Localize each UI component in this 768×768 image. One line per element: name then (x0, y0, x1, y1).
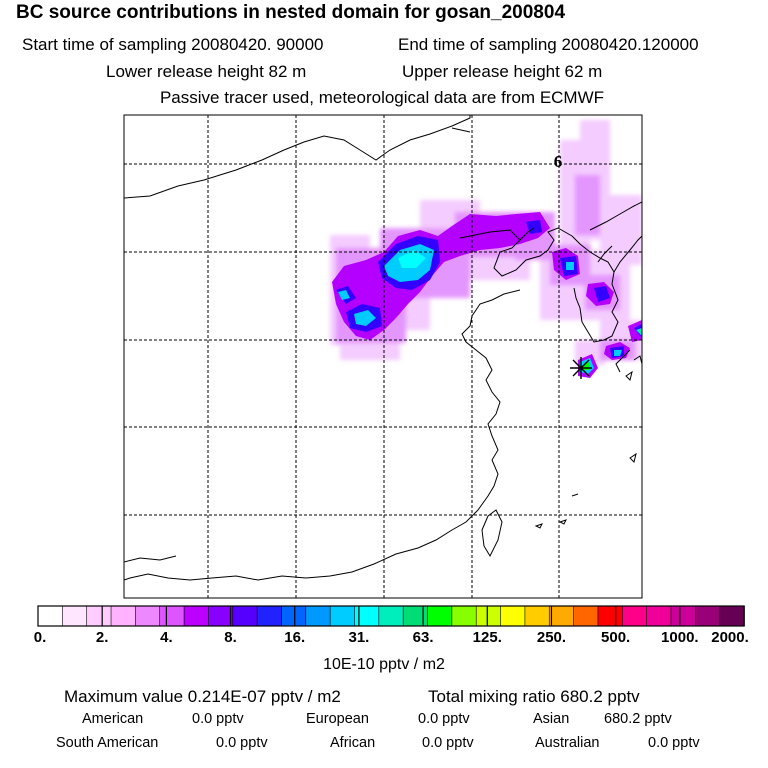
colorbar-swatch (695, 605, 721, 627)
lat-lon-grid (124, 115, 642, 598)
maximum-value-label: Maximum value 0.214E-07 pptv / m2 (64, 687, 341, 706)
colorbar-swatch (354, 605, 380, 627)
south-american-value: 0.0 pptv (216, 735, 268, 751)
colorbar-tick-label: 16. (284, 629, 306, 646)
colorbar-swatch (62, 605, 88, 627)
colorbar-swatch (719, 605, 745, 627)
upper-release-label: Upper release height 62 m (402, 62, 603, 81)
south-american-label: South American (56, 735, 159, 751)
colorbar-tick-label: 500. (601, 629, 631, 646)
american-label: American (82, 711, 144, 727)
colorbar-units: 10E-10 pptv / m2 (323, 656, 445, 673)
start-time-label: Start time of sampling 20080420. 90000 (22, 35, 324, 54)
african-value: 0.0 pptv (422, 735, 474, 751)
colorbar-swatch (573, 605, 599, 627)
lower-release-label: Lower release height 82 m (106, 62, 307, 81)
colorbar-swatch (524, 605, 551, 627)
colorbar-swatch (110, 605, 137, 627)
asian-value: 680.2 pptv (604, 711, 672, 727)
coastlines (124, 115, 642, 581)
colorbar-swatch (548, 605, 575, 627)
colorbar-swatch (183, 605, 210, 627)
map-title: BC source contributions in nested domain… (16, 2, 566, 23)
colorbar-swatch (646, 605, 672, 627)
colorbar-swatch (232, 605, 258, 627)
australian-label: Australian (535, 735, 600, 751)
european-value: 0.0 pptv (418, 711, 470, 727)
grid-label: 6 (554, 152, 563, 171)
colorbar-swatch (208, 605, 234, 627)
colorbar-swatch (37, 605, 64, 627)
plume-core-bright (338, 244, 642, 374)
colorbar-swatch (475, 605, 502, 627)
colorbar-swatch (427, 605, 453, 627)
colorbar-swatch (329, 605, 356, 627)
colorbar-swatch (597, 605, 624, 627)
receptor-star-icon (570, 357, 592, 379)
colorbar-tick-label: 4. (160, 629, 173, 646)
colorbar-swatch (281, 605, 307, 627)
european-label: European (306, 711, 369, 727)
colorbar-tick-label: 2. (95, 629, 109, 646)
end-time-label: End time of sampling 20080420.120000 (398, 35, 699, 54)
colorbar-tick-label: 125. (472, 629, 502, 646)
colorbar-swatch (256, 605, 283, 627)
asian-label: Asian (533, 711, 570, 727)
american-value: 0.0 pptv (192, 711, 244, 727)
colorbar-swatch (159, 605, 185, 627)
colorbar-swatch (305, 605, 331, 627)
tracer-note: Passive tracer used, meteorological data… (159, 88, 605, 107)
colorbar-swatch (500, 605, 526, 627)
african-label: African (330, 735, 376, 751)
colorbar-swatch (86, 605, 112, 627)
total-mixing-ratio-label: Total mixing ratio 680.2 pptv (428, 687, 640, 706)
colorbar-swatch (378, 605, 404, 627)
map-frame (123, 114, 643, 599)
colorbar-swatch (621, 605, 648, 627)
colorbar-tick-label: 2000. (711, 629, 749, 646)
colorbar-frame (37, 605, 745, 627)
colorbar-tick-label: 0. (33, 629, 47, 646)
colorbar-tick-label: 31. (348, 629, 370, 646)
australian-value: 0.0 pptv (648, 735, 700, 751)
colorbar-swatch (670, 605, 697, 627)
colorbar-tick-label: 250. (536, 629, 567, 646)
colorbar-swatch (451, 605, 477, 627)
colorbar-tick-label: 8. (224, 629, 237, 646)
colorbar-swatch (135, 605, 161, 627)
colorbar-tick-label: 63. (412, 629, 434, 646)
colorbar-swatch (402, 605, 429, 627)
colorbar-tick-label: 1000. (661, 629, 699, 646)
